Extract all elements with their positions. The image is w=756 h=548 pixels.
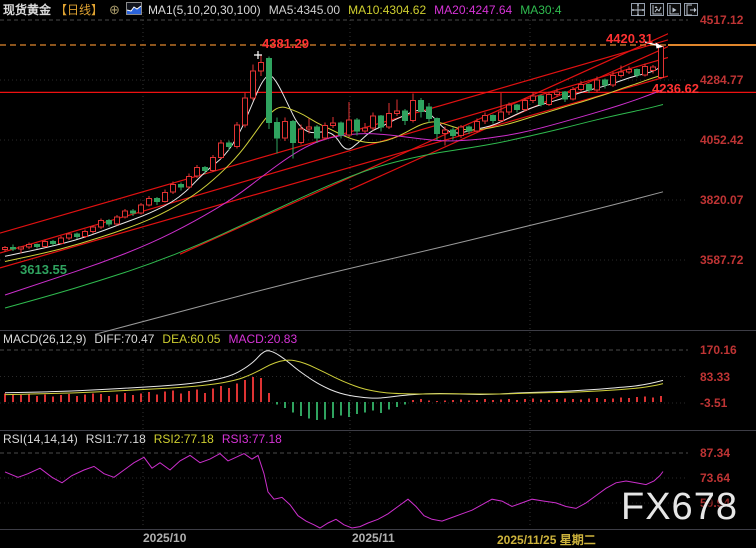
move-icon [632, 3, 644, 16]
rsi1-value: RSI1:77.18 [85, 432, 146, 446]
ma5-value: MA5:4345.00 [268, 2, 341, 17]
peak-marker [254, 51, 262, 59]
y-axis-label-price: 3820.07 [700, 193, 744, 207]
macd-header: MACD(26,12,9) DIFF:70.47 DEA:60.05 MACD:… [3, 332, 297, 346]
peak-price-label: 4381.29 [262, 36, 309, 51]
axis-up-icon [652, 4, 662, 14]
ma10-value: MA10:4304.62 [348, 2, 427, 17]
ma-params-label: MA1(5,10,20,30,100) [147, 2, 261, 17]
y-axis-label-rsi: 87.34 [700, 446, 731, 460]
macd-dea-line [4, 359, 664, 396]
current-price-label: 4420.31 [606, 31, 653, 46]
scale-up-tool-button[interactable] [650, 3, 664, 16]
chart-type-icon[interactable] [125, 1, 142, 18]
rsi-header: RSI(14,14,14) RSI1:77.18 RSI2:77.18 RSI3… [3, 432, 282, 446]
y-axis-label-price: 4284.77 [700, 73, 744, 87]
y-axis-label-rsi: 59.94 [700, 496, 731, 510]
moving-average-lines [4, 64, 664, 335]
macd-diff-value: DIFF:70.47 [94, 332, 155, 346]
symbol-title: 现货黄金 [3, 3, 52, 17]
swing-low-label: 3613.55 [20, 262, 67, 277]
x-axis-label: 2025/11/25 星期二 [497, 533, 596, 547]
y-axis-label-price: 4517.12 [700, 13, 744, 27]
horizontal-gridlines [0, 19, 688, 504]
exit-icon [686, 4, 697, 15]
current-arrow [644, 41, 663, 49]
macd-dea-value: DEA:60.05 [162, 332, 221, 346]
main-header: 现货黄金 【日线】 ⊕ MA1(5,10,20,30,100) MA5:4345… [3, 1, 562, 18]
macd-title: MACD(26,12,9) [3, 332, 87, 346]
rsi-line [4, 452, 664, 529]
x-axis-label: 2025/10 [143, 531, 187, 545]
macd-macd-value: MACD:20.83 [228, 332, 298, 346]
axis-play-icon [669, 4, 679, 14]
vertical-gridlines [142, 12, 531, 528]
y-axis-label-rsi: 73.64 [700, 471, 731, 485]
watermark: FX678 [621, 486, 738, 528]
exit-tool-button[interactable] [684, 3, 698, 16]
macd-histogram [4, 376, 662, 421]
scale-play-tool-button[interactable] [667, 3, 681, 16]
support-price-label: 4236.62 [652, 81, 699, 96]
rsi3-value: RSI3:77.18 [221, 432, 282, 446]
y-axis-label-macd: 83.33 [700, 369, 731, 384]
ma30-value: MA30:4 [520, 2, 562, 17]
add-indicator-icon[interactable]: ⊕ [109, 1, 120, 17]
move-tool-button[interactable] [631, 3, 645, 16]
y-axis-label-macd: -3.51 [700, 396, 728, 410]
ma20-value: MA20:4247.64 [434, 2, 513, 17]
period-label: 【日线】 [55, 3, 104, 17]
candlesticks [2, 45, 664, 254]
y-axis-label-price: 4052.42 [700, 133, 744, 147]
rsi-title: RSI(14,14,14) [3, 432, 78, 446]
rsi2-value: RSI2:77.18 [153, 432, 214, 446]
panel-separators [0, 330, 756, 530]
y-axis-label-price: 3587.72 [700, 253, 744, 267]
x-axis-label: 2025/11 [352, 531, 395, 545]
macd-diff-line [4, 350, 664, 399]
y-axis-label-macd: 170.16 [700, 343, 737, 357]
